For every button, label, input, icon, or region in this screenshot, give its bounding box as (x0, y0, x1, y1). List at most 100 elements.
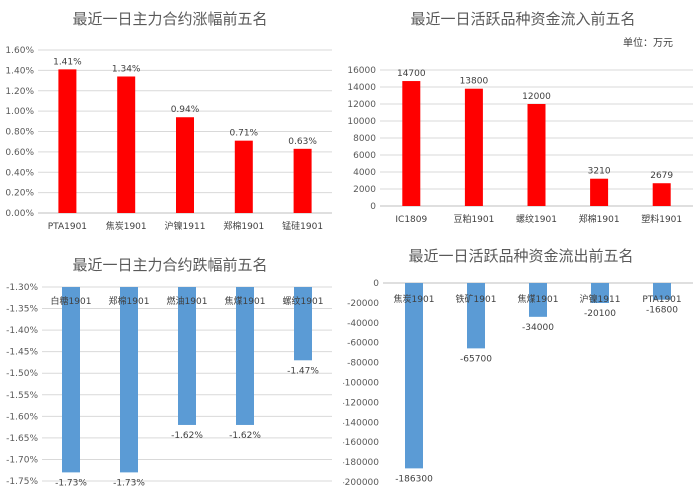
y-tick-label: 1.20% (5, 87, 34, 97)
data-label: 13800 (460, 77, 489, 87)
chart-title: 最近一日主力合约涨幅前五名 (72, 10, 267, 28)
y-tick-label: 2000 (353, 185, 376, 195)
bar (529, 283, 547, 317)
data-label: 1.34% (112, 64, 141, 74)
bar (62, 287, 80, 473)
data-label: 12000 (522, 92, 551, 102)
data-label: 2679 (650, 171, 673, 181)
data-label: 1.41% (53, 57, 82, 67)
bar (293, 148, 312, 213)
data-label: 0.71% (230, 129, 259, 139)
y-tick-label: -1.50% (6, 369, 38, 379)
y-tick-label: 8000 (353, 134, 376, 144)
bar (467, 283, 485, 349)
bar (652, 183, 671, 206)
category-label: 豆粕1901 (453, 213, 494, 225)
bar (590, 178, 609, 206)
unit-label: 单位：万元 (623, 36, 673, 49)
y-tick-label: -120000 (343, 398, 379, 408)
y-tick-label: 0.60% (5, 148, 34, 158)
y-tick-label: -20000 (347, 299, 379, 309)
data-label: -1.62% (229, 431, 261, 441)
data-label: -1.47% (287, 366, 319, 376)
data-label: -65700 (460, 354, 492, 364)
y-tick-label: -1.70% (6, 455, 38, 465)
category-label: 郑棉1901 (109, 295, 150, 307)
data-label: 0.94% (171, 105, 200, 115)
y-tick-label: 4000 (353, 168, 376, 178)
chart-title: 最近一日活跃品种资金流出前五名 (408, 248, 633, 265)
y-tick-label: 1.60% (5, 46, 34, 56)
y-tick-label: -200000 (343, 478, 379, 488)
bar (591, 283, 609, 303)
y-tick-label: -1.60% (6, 412, 38, 422)
y-tick-label: -1.75% (6, 477, 38, 487)
category-label: PTA1901 (642, 295, 681, 305)
bar (294, 287, 312, 361)
chart-gains: 最近一日主力合约涨幅前五名 0.00% 0.20% 0.40% 0.60% 0.80% 1.… (0, 0, 340, 245)
y-tick-label: -1.65% (6, 434, 38, 444)
data-label: -16800 (646, 306, 678, 316)
data-label: -186300 (395, 474, 433, 484)
data-label: -1.73% (55, 478, 87, 488)
chart-title: 最近一日主力合约跌幅前五名 (72, 256, 267, 274)
bar (402, 81, 421, 206)
category-label: 郑棉1901 (223, 220, 264, 232)
y-tick-label: -160000 (343, 438, 379, 448)
category-label: PTA1901 (48, 222, 87, 232)
bar (464, 88, 483, 206)
y-tick-label: -40000 (347, 319, 379, 329)
y-tick-label: 14000 (347, 83, 376, 93)
category-label: 郑棉1901 (579, 213, 620, 225)
category-label: 焦煤1901 (518, 293, 559, 305)
bar (653, 283, 671, 300)
y-tick-label: -1.30% (6, 283, 38, 293)
category-label: 沪镍1911 (165, 220, 206, 232)
category-label: 沪镍1911 (580, 293, 621, 305)
category-label: 铁矿1901 (456, 293, 497, 305)
category-label: IC1809 (395, 215, 427, 225)
chart-outflow-svg: 最近一日活跃品种资金流出前五名 0 -20000 -40000 -60000 -80000… (341, 247, 693, 488)
bar (405, 283, 423, 469)
y-tick-label: -1.45% (6, 348, 38, 358)
category-label: 燃油1901 (167, 295, 208, 307)
y-tick-label: 0.20% (5, 189, 34, 199)
data-label: -20100 (584, 309, 616, 319)
chart-losses-svg: 最近一日主力合约跌幅前五名 -1.30% -1.35% -1.40% -1.45% -1.… (6, 256, 332, 488)
bar (117, 76, 136, 213)
y-tick-label: -1.35% (6, 305, 38, 315)
bar (58, 69, 77, 213)
y-tick-label: 1.00% (5, 107, 34, 117)
y-tick-label: -80000 (347, 359, 379, 369)
bar (234, 140, 253, 213)
data-label: 14700 (397, 69, 426, 79)
y-tick-label: 0 (370, 202, 376, 212)
category-label: 焦炭1901 (106, 220, 147, 232)
y-tick-label: -140000 (343, 418, 379, 428)
y-tick-label: -1.55% (6, 391, 38, 401)
chart-inflow: 最近一日活跃品种资金流入前五名 单位：万元 0 2000 4000 6000 8000 100… (343, 0, 700, 245)
y-tick-label: -1.40% (6, 326, 38, 336)
y-tick-label: 6000 (353, 151, 376, 161)
bar (236, 287, 254, 425)
chart-outflow: 最近一日活跃品种资金流出前五名 0 -20000 -40000 -60000 -80000… (341, 247, 700, 500)
y-tick-label: 0.40% (5, 168, 34, 178)
chart-losses: 最近一日主力合约跌幅前五名 -1.30% -1.35% -1.40% -1.45% -1.… (0, 248, 340, 500)
category-label: 螺纹1901 (283, 295, 324, 307)
category-label: 塑料1901 (641, 213, 682, 225)
category-label: 焦炭1901 (394, 293, 435, 305)
data-label: -34000 (522, 323, 554, 333)
bar (527, 104, 546, 206)
category-label: 白糖1901 (51, 295, 92, 307)
y-tick-label: 16000 (347, 66, 376, 76)
bar (120, 287, 138, 473)
y-tick-label: 12000 (347, 100, 376, 110)
data-label: 0.63% (288, 137, 317, 147)
data-label: -1.62% (171, 431, 203, 441)
y-tick-label: -180000 (343, 458, 379, 468)
y-tick-label: -100000 (343, 379, 379, 389)
y-tick-label: 0.00% (5, 209, 34, 219)
y-tick-label: 1.40% (5, 66, 34, 76)
y-tick-label: 0 (373, 279, 379, 289)
